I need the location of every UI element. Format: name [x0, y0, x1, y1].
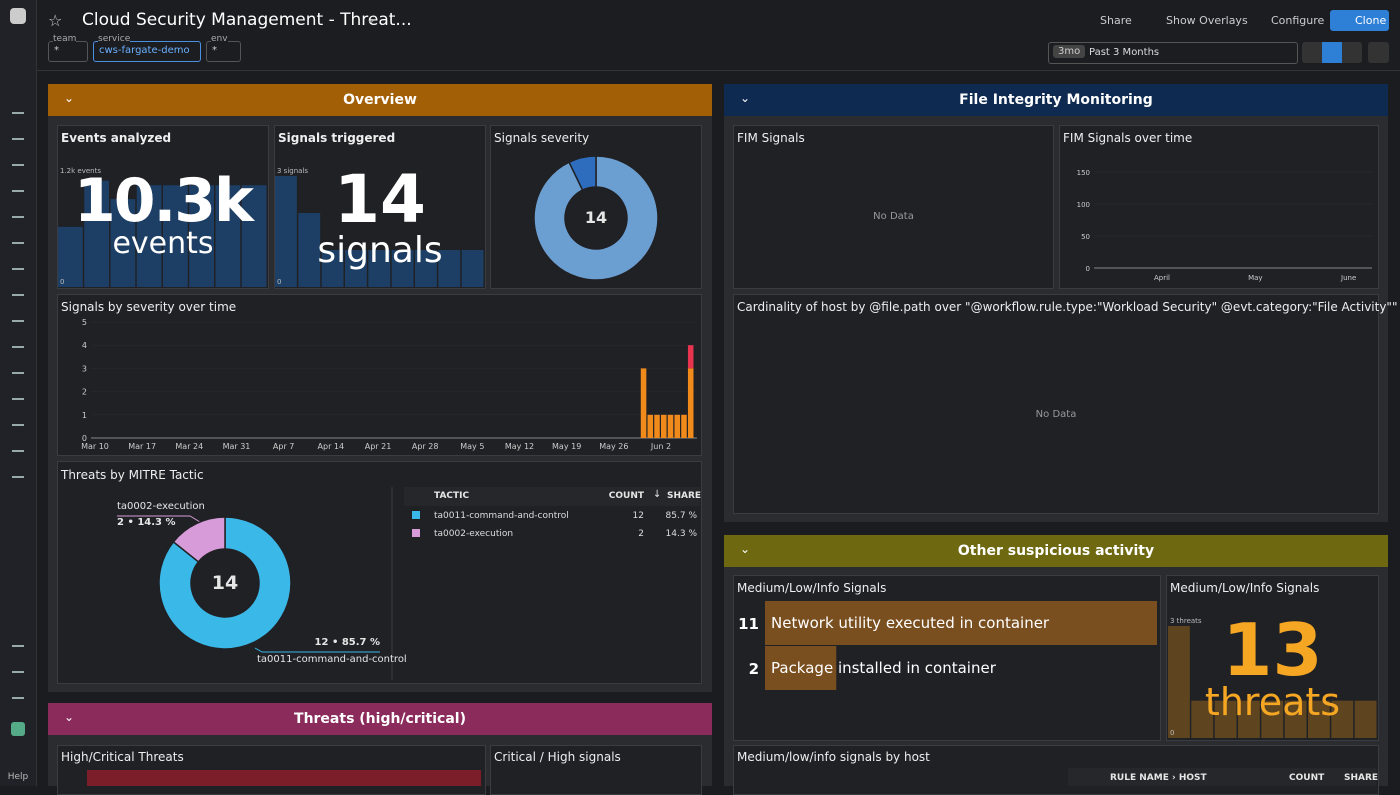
- widget-title: Signals triggered: [278, 131, 395, 145]
- bar: [661, 415, 667, 438]
- y-tick-label: 150: [1077, 169, 1090, 177]
- column-header[interactable]: COUNT: [604, 491, 644, 501]
- x-tick-label: Mar 31: [223, 442, 251, 451]
- donut-total: 14: [185, 572, 265, 594]
- legend-swatch: [412, 529, 420, 537]
- x-tick-label: April: [1154, 274, 1170, 282]
- x-tick-label: Mar 24: [175, 442, 203, 451]
- legend-swatch: [412, 511, 420, 519]
- bar: [681, 415, 687, 438]
- bar: [654, 415, 660, 438]
- widget-title: Signals severity: [494, 131, 589, 145]
- column-header[interactable]: TACTIC: [434, 491, 469, 501]
- x-tick-label: May 12: [505, 442, 534, 451]
- widget-title: FIM Signals over time: [1063, 131, 1192, 145]
- share: 14.3 %: [666, 529, 698, 539]
- count: 2: [638, 529, 644, 539]
- column-header[interactable]: SHARE: [1344, 773, 1378, 783]
- x-tick-label: Apr 14: [318, 442, 345, 451]
- bar: [641, 368, 647, 438]
- row-label: Package installed in container: [771, 659, 997, 677]
- x-tick-label: Mar 10: [81, 442, 109, 451]
- column-header[interactable]: COUNT: [1289, 773, 1324, 783]
- big-number: 14: [274, 161, 486, 238]
- x-tick-label: May 5: [460, 442, 484, 451]
- callout-value: 2 • 14.3 %: [117, 517, 176, 528]
- bar: [668, 415, 674, 438]
- widget-title: Signals by severity over time: [61, 300, 236, 314]
- big-number-unit: threats: [1166, 680, 1379, 724]
- y-tick-label: 0: [1170, 729, 1174, 737]
- tactic: ta0002-execution: [434, 529, 513, 539]
- widget-title: Critical / High signals: [494, 750, 621, 764]
- y-tick-label: 0: [277, 278, 281, 286]
- x-tick-label: Jun 2: [650, 442, 671, 451]
- no-data: No Data: [733, 211, 1054, 222]
- widget-title: Events analyzed: [61, 131, 171, 145]
- column-header[interactable]: RULE NAME › HOST: [1110, 773, 1207, 783]
- widget-title: Threats by MITRE Tactic: [61, 468, 204, 482]
- no-data: No Data: [733, 409, 1379, 420]
- y-tick-label: 50: [1081, 233, 1090, 241]
- widget-title: High/Critical Threats: [61, 750, 184, 764]
- callout-name: ta0011-command-and-control: [257, 654, 407, 665]
- y-tick-label: 100: [1077, 201, 1090, 209]
- x-tick-label: May 26: [599, 442, 628, 451]
- x-tick-label: Apr 21: [365, 442, 392, 451]
- bar: [688, 368, 694, 438]
- callout-name: ta0002-execution: [117, 501, 205, 512]
- leader-line: [255, 648, 380, 652]
- widget-title: Medium/Low/Info Signals: [737, 581, 886, 595]
- y-tick-label: 0: [1086, 265, 1090, 273]
- donut-total: 14: [566, 208, 626, 227]
- x-tick-label: June: [1340, 274, 1356, 282]
- y-tick-label: 3: [82, 364, 87, 373]
- widget-title: Cardinality of host by @file.path over "…: [737, 300, 1397, 314]
- sort-icon[interactable]: ↓: [653, 489, 661, 500]
- y-tick-label: 5: [82, 318, 87, 327]
- bar: [688, 345, 694, 368]
- value-label: 2: [749, 660, 759, 678]
- bar: [648, 415, 654, 438]
- big-number-unit: events: [57, 226, 269, 261]
- widget-title: Medium/low/info signals by host: [737, 750, 930, 764]
- row-label: Network utility executed in container: [771, 614, 1050, 632]
- x-tick-label: May 19: [552, 442, 581, 451]
- share: 85.7 %: [666, 511, 698, 521]
- x-tick-label: Apr 7: [273, 442, 294, 451]
- y-tick-label: 2: [82, 388, 87, 397]
- tactic: ta0011-command-and-control: [434, 511, 569, 521]
- widget-title: FIM Signals: [737, 131, 805, 145]
- x-tick-label: Mar 17: [128, 442, 156, 451]
- y-tick-label: 4: [82, 341, 87, 350]
- y-tick-label: 1: [82, 411, 87, 420]
- count: 12: [633, 511, 644, 521]
- x-tick-label: Apr 28: [412, 442, 439, 451]
- bar: [674, 415, 680, 438]
- value-label: 11: [738, 615, 759, 633]
- callout-value: 12 • 85.7 %: [300, 637, 380, 648]
- column-header[interactable]: SHARE: [667, 491, 701, 501]
- widget-title: Medium/Low/Info Signals: [1170, 581, 1319, 595]
- y-tick-label: 0: [60, 278, 64, 286]
- x-tick-label: May: [1248, 274, 1262, 282]
- big-number-unit: signals: [274, 230, 486, 271]
